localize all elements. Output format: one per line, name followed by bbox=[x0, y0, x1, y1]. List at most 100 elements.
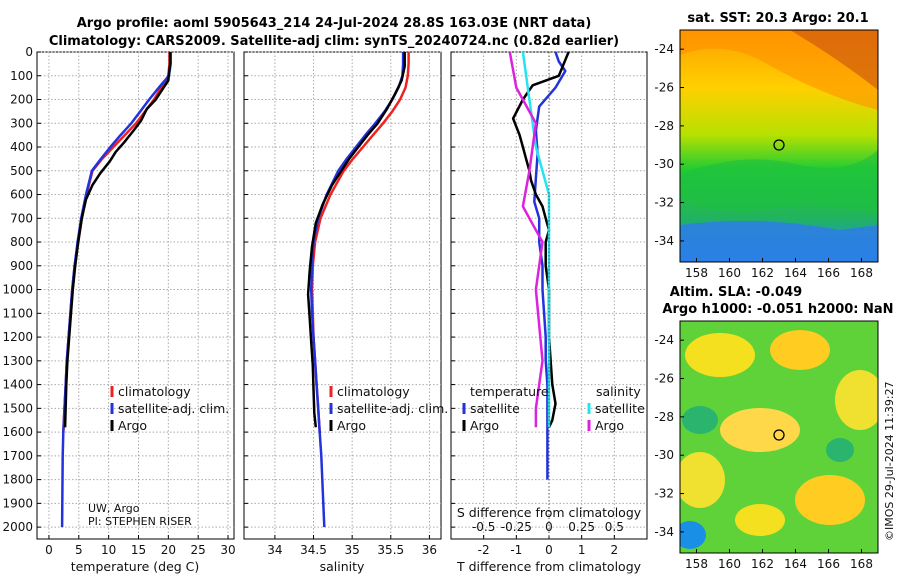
depth-tick-label: 900 bbox=[10, 259, 33, 273]
legend-s-argo: Argo bbox=[595, 418, 624, 433]
depth-tick-labels: 0 100 200 300 400 500 600 700 800 900 1000 1100 1200… bbox=[2, 45, 455, 534]
sla-map-title-2: Argo h1000: -0.051 h2000: NaN bbox=[662, 302, 893, 317]
x-tick-label: 5 bbox=[75, 543, 83, 557]
x-tick-label: 0 bbox=[545, 543, 553, 557]
lat-tick-label: -34 bbox=[654, 525, 674, 539]
sla-map-frame bbox=[679, 320, 879, 554]
depth-tick-label: 700 bbox=[10, 211, 33, 225]
lon-tick-label: 160 bbox=[718, 557, 741, 571]
side-stamp: ©IMOS 29-Jul-2024 11:39:27 bbox=[883, 381, 896, 541]
x-tick-label: 1 bbox=[578, 543, 586, 557]
sla-map-ticks: -24 -26 -28 -30 -32 -34 158 160 162 164 166 168 bbox=[654, 333, 873, 571]
legend-climatology: climatology bbox=[337, 384, 410, 399]
x-tick-labels: 0 5 10 15 20 25 30 34 34.5 35 35.5 36 -2 -1 0 1 2 -0.5 -0.… bbox=[45, 520, 624, 557]
difference-legend: temperature satellite Argo salinity sate… bbox=[462, 384, 645, 433]
depth-tick-label: 500 bbox=[10, 164, 33, 178]
lat-tick-label: -32 bbox=[654, 487, 674, 501]
lon-tick-label: 160 bbox=[718, 266, 741, 280]
lat-tick-label: -30 bbox=[654, 157, 674, 171]
depth-tick-label: 1100 bbox=[2, 306, 33, 320]
s-diff-tick-label: 0.25 bbox=[568, 520, 595, 534]
depth-tick-label: 600 bbox=[10, 188, 33, 202]
depth-tick-label: 1800 bbox=[2, 473, 33, 487]
lat-tick-label: -26 bbox=[654, 81, 674, 95]
x-tick-label: 35.5 bbox=[377, 543, 404, 557]
x-tick-label: 30 bbox=[220, 543, 235, 557]
sst-map-image bbox=[680, 30, 878, 262]
legend-satellite: satellite-adj. clim. bbox=[118, 401, 229, 416]
temperature-legend: climatology satellite-adj. clim. Argo bbox=[110, 384, 229, 433]
x-tick-label: 34 bbox=[267, 543, 282, 557]
depth-tick-label: 1600 bbox=[2, 425, 33, 439]
lon-tick-label: 166 bbox=[817, 266, 840, 280]
depth-tick-label: 800 bbox=[10, 235, 33, 249]
depth-tick-label: 2000 bbox=[2, 520, 33, 534]
depth-tick-label: 1200 bbox=[2, 330, 33, 344]
x-tick-label: -2 bbox=[478, 543, 490, 557]
sdiff-label: S difference from climatology bbox=[457, 505, 642, 520]
tdiff-xlabel: T difference from climatology bbox=[456, 559, 642, 574]
x-tick-label: 2 bbox=[611, 543, 619, 557]
series-temperature-satellite bbox=[533, 51, 567, 480]
lon-tick-label: 168 bbox=[850, 266, 873, 280]
depth-tick-label: 100 bbox=[10, 69, 33, 83]
lat-tick-label: -24 bbox=[654, 42, 674, 56]
salinity-legend: climatology satellite-adj. clim. Argo bbox=[329, 384, 448, 433]
depth-tick-label: 1500 bbox=[2, 401, 33, 415]
salinity-xlabel: salinity bbox=[320, 559, 365, 574]
title-line-1: Argo profile: aoml 5905643_214 24-Jul-20… bbox=[77, 16, 592, 31]
lon-tick-label: 158 bbox=[685, 266, 708, 280]
depth-tick-label: 400 bbox=[10, 140, 33, 154]
sst-map-title: sat. SST: 20.3 Argo: 20.1 bbox=[687, 11, 868, 26]
depth-tick-label: 1700 bbox=[2, 449, 33, 463]
x-tick-label: 34.5 bbox=[300, 543, 327, 557]
temperature-panel bbox=[36, 51, 235, 540]
legend-temperature-head: temperature bbox=[470, 384, 549, 399]
title-line-2: Climatology: CARS2009. Satellite-adj cli… bbox=[49, 34, 619, 49]
legend-t-argo: Argo bbox=[470, 418, 499, 433]
sla-map-image bbox=[680, 321, 878, 553]
salinity-panel bbox=[243, 51, 442, 540]
legend-argo: Argo bbox=[118, 418, 147, 433]
lat-tick-label: -32 bbox=[654, 196, 674, 210]
x-tick-label: 20 bbox=[161, 543, 176, 557]
sst-map-ticks: -24 -26 -28 -30 -32 -34 158 160 162 164 166 168 bbox=[654, 42, 873, 280]
x-tick-label: -1 bbox=[510, 543, 522, 557]
s-diff-tick-label: 0.5 bbox=[605, 520, 624, 534]
lon-tick-label: 162 bbox=[751, 557, 774, 571]
lon-tick-label: 168 bbox=[850, 557, 873, 571]
x-tick-label: 25 bbox=[191, 543, 206, 557]
lat-tick-label: -28 bbox=[654, 119, 674, 133]
x-tick-label: 10 bbox=[101, 543, 116, 557]
depth-tick-label: 1900 bbox=[2, 496, 33, 510]
credit-line-2: PI: STEPHEN RISER bbox=[88, 515, 192, 528]
x-tick-label: 0 bbox=[45, 543, 53, 557]
series-argo bbox=[63, 52, 172, 428]
lon-tick-label: 162 bbox=[751, 266, 774, 280]
lon-tick-label: 164 bbox=[784, 557, 807, 571]
lat-tick-label: -28 bbox=[654, 410, 674, 424]
legend-argo: Argo bbox=[337, 418, 366, 433]
legend-t-satellite: satellite bbox=[470, 401, 520, 416]
legend-climatology: climatology bbox=[118, 384, 191, 399]
x-tick-label: 35 bbox=[345, 543, 360, 557]
s-diff-tick-label: -0.25 bbox=[501, 520, 532, 534]
depth-tick-label: 1300 bbox=[2, 354, 33, 368]
sst-map-frame bbox=[679, 29, 879, 263]
lat-tick-label: -34 bbox=[654, 234, 674, 248]
legend-satellite: satellite-adj. clim. bbox=[337, 401, 448, 416]
sla-map-title-1: Altim. SLA: -0.049 bbox=[670, 285, 802, 300]
legend-salinity-head: salinity bbox=[596, 384, 641, 399]
depth-tick-label: 0 bbox=[25, 45, 33, 59]
lat-tick-label: -24 bbox=[654, 333, 674, 347]
lon-tick-label: 164 bbox=[784, 266, 807, 280]
lat-tick-label: -26 bbox=[654, 372, 674, 386]
s-diff-tick-label: -0.5 bbox=[472, 520, 495, 534]
s-diff-tick-label: 0 bbox=[545, 520, 553, 534]
sst-argo-marker bbox=[773, 139, 785, 151]
depth-tick-label: 1000 bbox=[2, 283, 33, 297]
temperature-xlabel: temperature (deg C) bbox=[71, 559, 200, 574]
x-tick-label: 36 bbox=[422, 543, 437, 557]
depth-tick-label: 200 bbox=[10, 93, 33, 107]
